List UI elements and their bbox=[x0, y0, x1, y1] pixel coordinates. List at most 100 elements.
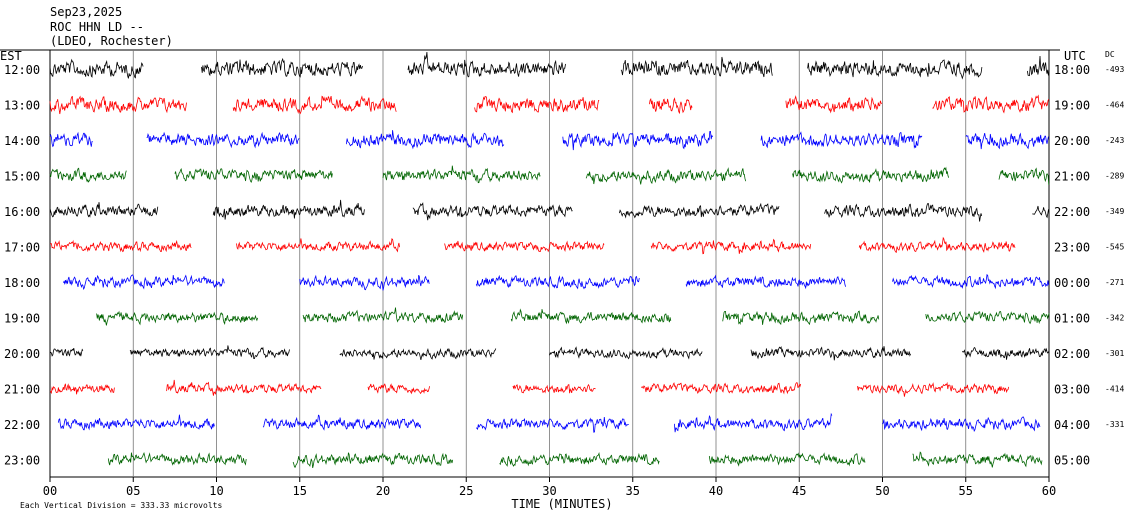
trace-segment bbox=[649, 97, 693, 115]
x-tick-label: 00 bbox=[43, 484, 57, 498]
trace-segment bbox=[882, 416, 1041, 432]
trace-segment bbox=[620, 56, 773, 78]
x-tick-label: 30 bbox=[542, 484, 556, 498]
est-label: 20:00 bbox=[4, 347, 40, 361]
trace-segment bbox=[925, 310, 1050, 325]
trace-segment bbox=[962, 347, 1049, 360]
trace-segment bbox=[57, 414, 215, 431]
utc-label: 22:00 bbox=[1054, 205, 1090, 219]
est-axis-title: EST bbox=[0, 49, 22, 63]
trace-segment bbox=[475, 416, 629, 433]
trace-segment bbox=[412, 202, 573, 221]
trace-segment bbox=[382, 165, 541, 184]
trace-segment bbox=[549, 346, 703, 360]
x-tick-label: 60 bbox=[1042, 484, 1056, 498]
trace-segment bbox=[619, 202, 780, 219]
trace-segment bbox=[474, 95, 600, 114]
est-label: 18:00 bbox=[4, 276, 40, 290]
utc-axis-title: UTC bbox=[1064, 49, 1086, 63]
trace-segment bbox=[236, 238, 400, 253]
x-tick-label: 05 bbox=[126, 484, 140, 498]
utc-label: 19:00 bbox=[1054, 99, 1090, 113]
trace-segment bbox=[444, 240, 605, 253]
trace-segment bbox=[912, 451, 1043, 468]
trace-segment bbox=[49, 131, 93, 148]
x-tick-label: 55 bbox=[959, 484, 973, 498]
trace-segment bbox=[62, 274, 225, 290]
dc-offset: -342 bbox=[1105, 314, 1124, 323]
trace-segment bbox=[302, 307, 464, 324]
x-tick-label: 15 bbox=[293, 484, 307, 498]
trace-segment bbox=[346, 130, 505, 150]
header-date: Sep23,2025 bbox=[50, 5, 123, 19]
trace-segment bbox=[722, 310, 880, 326]
trace-segment bbox=[49, 239, 192, 253]
trace-segment bbox=[129, 345, 290, 360]
trace-segment bbox=[232, 95, 397, 115]
trace-segment bbox=[49, 58, 144, 79]
trace-segment bbox=[932, 94, 1050, 114]
x-axis-title: TIME (MINUTES) bbox=[511, 497, 612, 511]
grid: 00 05 10 15 20 25 30 35 40 45 50 55 60 bbox=[0, 49, 1060, 498]
trace-segment bbox=[857, 381, 1010, 397]
dc-offset: -289 bbox=[1105, 172, 1124, 181]
trace-segment bbox=[892, 273, 1049, 290]
trace-segment bbox=[512, 383, 596, 394]
trace-segment bbox=[367, 383, 430, 395]
utc-label: 21:00 bbox=[1054, 170, 1090, 184]
trace-segment bbox=[640, 382, 802, 395]
est-label: 15:00 bbox=[4, 170, 40, 184]
est-label: 12:00 bbox=[4, 63, 40, 77]
trace-segment bbox=[510, 308, 672, 325]
trace-segment bbox=[499, 452, 660, 467]
dc-offset: -243 bbox=[1105, 136, 1124, 145]
trace-segment bbox=[96, 310, 258, 326]
trace-segment bbox=[807, 59, 983, 80]
utc-label: 03:00 bbox=[1054, 383, 1090, 397]
trace-segment bbox=[585, 167, 747, 185]
trace-segment bbox=[49, 95, 187, 115]
dc-title: DC bbox=[1105, 50, 1115, 59]
dc-offset: -271 bbox=[1105, 278, 1124, 287]
trace-segment bbox=[107, 451, 247, 466]
trace-segment bbox=[49, 202, 159, 218]
utc-label: 01:00 bbox=[1054, 312, 1090, 326]
trace-segment bbox=[823, 203, 983, 222]
x-tick-label: 35 bbox=[626, 484, 640, 498]
header-org: (LDEO, Rochester) bbox=[50, 34, 173, 48]
traces bbox=[49, 51, 1050, 468]
x-tick-label: 10 bbox=[209, 484, 223, 498]
trace-segment bbox=[201, 57, 363, 78]
utc-label: 20:00 bbox=[1054, 134, 1090, 148]
est-label: 13:00 bbox=[4, 99, 40, 113]
est-label: 14:00 bbox=[4, 134, 40, 148]
x-tick-label: 45 bbox=[792, 484, 806, 498]
trace-segment bbox=[685, 274, 846, 290]
trace-segment bbox=[299, 274, 430, 291]
trace-segment bbox=[998, 167, 1050, 185]
trace-segment bbox=[49, 383, 115, 395]
trace-segment bbox=[475, 274, 640, 290]
trace-segment bbox=[785, 95, 883, 114]
utc-label: 04:00 bbox=[1054, 418, 1090, 432]
dc-offset: -301 bbox=[1105, 349, 1124, 358]
trace-segment bbox=[1027, 55, 1049, 77]
labels: 12:00 18:00 -493 13:00 19:00 -464 14:00 20:00 -2… bbox=[4, 63, 1124, 468]
est-label: 23:00 bbox=[4, 454, 40, 468]
trace-segment bbox=[792, 166, 950, 184]
est-label: 21:00 bbox=[4, 383, 40, 397]
trace-segment bbox=[407, 51, 566, 78]
trace-segment bbox=[650, 238, 812, 255]
trace-segment bbox=[1032, 205, 1049, 219]
utc-label: 02:00 bbox=[1054, 347, 1090, 361]
header-station: ROC HHN LD -- bbox=[50, 20, 144, 34]
trace-segment bbox=[708, 452, 866, 467]
trace-segment bbox=[674, 412, 833, 433]
utc-label: 18:00 bbox=[1054, 63, 1090, 77]
trace-segment bbox=[262, 414, 421, 431]
est-label: 22:00 bbox=[4, 418, 40, 432]
trace-segment bbox=[562, 130, 713, 151]
est-label: 16:00 bbox=[4, 205, 40, 219]
trace-segment bbox=[146, 131, 300, 149]
